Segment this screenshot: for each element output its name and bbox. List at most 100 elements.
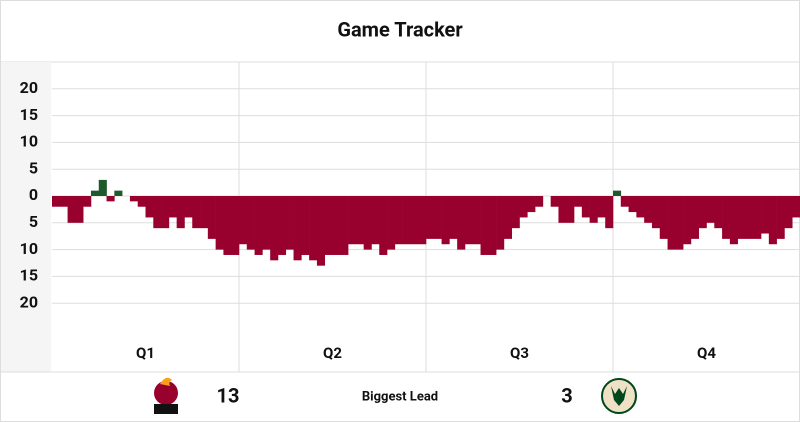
lead-bar xyxy=(706,196,715,223)
lead-bar xyxy=(285,196,294,250)
lead-bar xyxy=(316,196,326,266)
lead-bar xyxy=(690,196,700,239)
lead-bar xyxy=(503,196,513,239)
lead-bar xyxy=(379,196,388,255)
lead-bar xyxy=(340,196,349,255)
lead-bar xyxy=(441,196,450,245)
lead-bar xyxy=(488,196,497,255)
lead-bar xyxy=(426,196,435,239)
lead-bar xyxy=(355,196,364,245)
lead-bar xyxy=(550,196,559,207)
lead-bar xyxy=(574,196,583,207)
lead-bar xyxy=(106,196,115,202)
y-tick-label: 15 xyxy=(20,105,38,124)
lead-bar xyxy=(581,196,590,218)
lead-bar xyxy=(262,196,271,250)
lead-bar xyxy=(597,196,606,218)
lead-bar xyxy=(277,196,287,255)
lead-bar xyxy=(137,196,146,207)
lead-bar xyxy=(667,196,676,250)
lead-bar xyxy=(722,196,731,239)
lead-bar xyxy=(636,196,645,218)
lead-bar xyxy=(683,196,692,245)
axis-column xyxy=(1,62,51,372)
lead-bar xyxy=(464,196,474,245)
lead-bar xyxy=(200,196,209,229)
home-logo xyxy=(154,377,178,414)
lead-bar xyxy=(519,196,528,218)
lead-bar xyxy=(114,190,123,196)
lead-bar xyxy=(698,196,707,229)
lead-bar xyxy=(52,196,61,207)
lead-bar xyxy=(620,196,629,207)
lead-bar xyxy=(449,196,458,239)
lead-bar xyxy=(293,196,302,261)
lead-bar xyxy=(729,196,738,245)
lead-bar xyxy=(457,196,466,250)
biggest-lead-label: Biggest Lead xyxy=(362,389,438,404)
lead-bar xyxy=(418,196,427,245)
lead-bar xyxy=(675,196,684,250)
lead-bar xyxy=(761,196,770,234)
lead-bar xyxy=(59,196,68,207)
y-tick-label: 20 xyxy=(20,78,38,97)
lead-bar xyxy=(527,196,536,213)
lead-bar xyxy=(480,196,489,255)
lead-bar xyxy=(745,196,754,239)
lead-bar xyxy=(324,196,333,255)
lead-bar xyxy=(433,196,442,239)
lead-bar xyxy=(566,196,575,223)
lead-bar xyxy=(410,196,419,245)
y-tick-label: 5 xyxy=(29,158,38,177)
lead-bar xyxy=(644,196,653,223)
lead-bar xyxy=(90,190,100,196)
lead-bar xyxy=(371,196,380,245)
y-tick-label: 5 xyxy=(29,212,38,231)
lead-bar xyxy=(246,196,255,250)
lead-bar xyxy=(270,196,279,261)
period-label: Q1 xyxy=(136,344,155,362)
lead-bar xyxy=(613,190,622,196)
lead-bar xyxy=(605,196,614,229)
lead-bar xyxy=(129,196,139,202)
home-biggest-lead: 13 xyxy=(217,383,240,407)
lead-bar xyxy=(75,196,84,223)
lead-bar xyxy=(215,196,224,250)
lead-bar xyxy=(309,196,318,261)
lead-bar xyxy=(511,196,520,229)
lead-bar xyxy=(348,196,357,245)
away-biggest-lead: 3 xyxy=(561,383,572,407)
lead-bar xyxy=(737,196,746,239)
period-label: Q4 xyxy=(697,344,716,362)
period-label: Q3 xyxy=(510,344,529,362)
period-label: Q2 xyxy=(323,344,342,362)
lead-bar xyxy=(753,196,762,239)
lead-bar xyxy=(776,196,785,239)
y-tick-label: 0 xyxy=(29,185,38,204)
lead-bar xyxy=(83,196,92,207)
lead-bar xyxy=(239,196,248,245)
lead-bar xyxy=(145,196,154,218)
lead-bar xyxy=(402,196,411,245)
lead-bar xyxy=(496,196,505,250)
lead-bar xyxy=(301,196,310,255)
lead-bar xyxy=(332,196,341,255)
lead-bar xyxy=(394,196,403,245)
lead-bar xyxy=(784,196,793,229)
y-tick-label: 20 xyxy=(20,292,38,311)
lead-bar xyxy=(153,196,162,229)
lead-bar xyxy=(254,196,263,255)
lead-bar xyxy=(67,196,76,223)
y-tick-label: 15 xyxy=(20,266,38,285)
lead-bar xyxy=(363,196,372,250)
lead-bar xyxy=(168,196,177,218)
lead-bar xyxy=(714,196,723,229)
lead-bar xyxy=(184,196,193,218)
lead-bar xyxy=(535,196,544,207)
chart-title: Game Tracker xyxy=(337,17,463,41)
lead-bar xyxy=(651,196,661,229)
lead-bar xyxy=(231,196,240,255)
lead-bar xyxy=(589,196,598,223)
lead-bar xyxy=(472,196,481,245)
